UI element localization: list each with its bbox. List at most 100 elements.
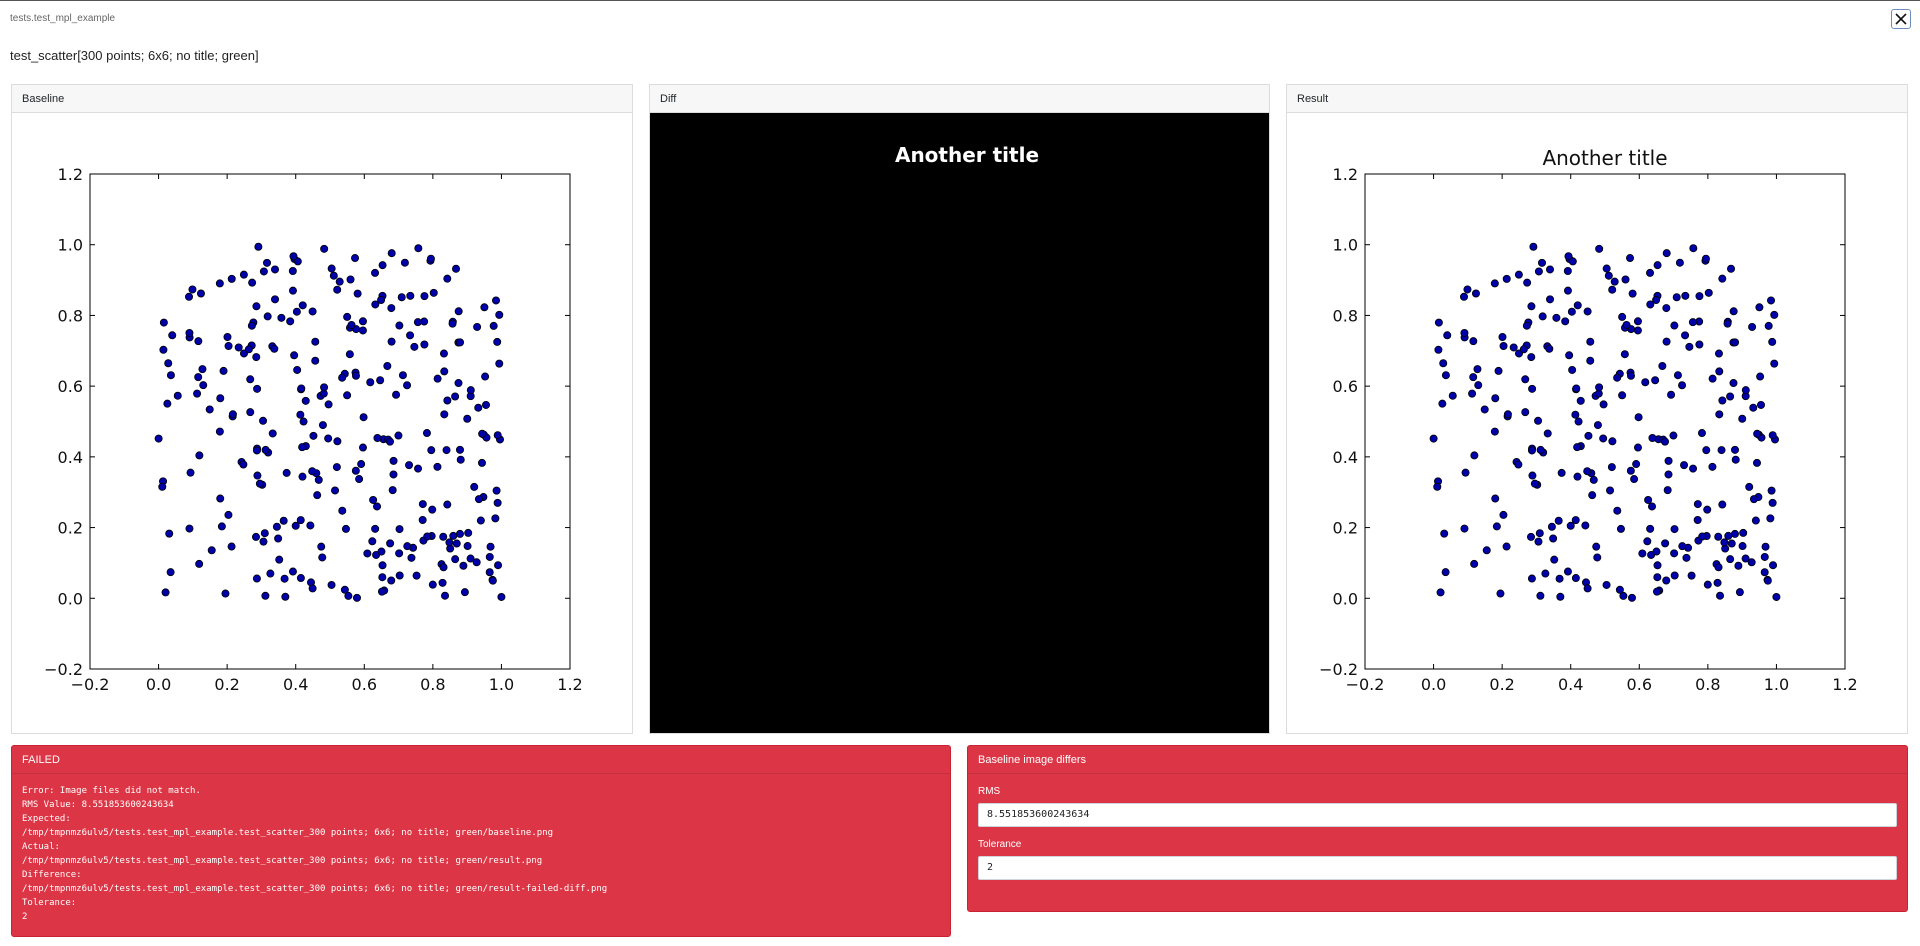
scatter-point [1557,468,1566,477]
scatter-point [1538,312,1547,321]
diff-title: Another title [895,143,1039,167]
scatter-point [261,591,270,600]
scatter-point [1661,437,1670,446]
scatter-point [185,524,194,533]
scatter-point [165,529,174,538]
diff-card: Diff Another title [649,84,1270,734]
scatter-point [1584,431,1593,440]
failed-log: Error: Image files did not match. RMS Val… [12,774,950,934]
scatter-point [466,554,475,563]
scatter-point [1714,349,1723,358]
scatter-point [244,345,253,354]
scatter-point [1534,267,1543,276]
scatter-point [481,372,490,381]
scatter-point [1610,277,1619,286]
scatter-point [299,417,308,426]
scatter-point [1670,525,1679,534]
y-tick-label: −0.2 [1319,660,1358,679]
scatter-point [463,542,472,551]
scatter-point [1641,378,1650,387]
scatter-point [1480,405,1489,414]
scatter-point [1695,292,1704,301]
scatter-point [1521,375,1530,384]
tolerance-field[interactable]: 2 [978,856,1897,880]
log-line: RMS Value: 8.551853600243634 [22,800,174,810]
scatter-point [1670,321,1679,330]
scatter-point [277,313,286,322]
scatter-point [185,328,194,337]
scatter-point [1664,470,1673,479]
log-line: /tmp/tmpnmz6ulv5/tests.test_mpl_example.… [22,828,554,838]
x-tick-label: 0.6 [1627,675,1652,694]
scatter-point [1491,494,1500,503]
scatter-point [373,434,382,443]
scatter-point [1549,534,1558,543]
x-tick-label: 0.4 [283,675,308,694]
scatter-point [246,408,255,417]
scatter-point [215,427,224,436]
y-tick-label: 0.0 [1333,589,1358,608]
scatter-point [358,326,367,335]
scatter-point [1723,319,1732,328]
scatter-point [443,500,452,509]
tolerance-label: Tolerance [978,839,1022,850]
x-tick-label: 0.2 [214,675,239,694]
scatter-point [1583,467,1592,476]
scatter-point [377,547,386,556]
scatter-point [239,270,248,279]
scatter-point [318,553,327,562]
scatter-point [279,516,288,525]
scatter-point [1568,365,1577,374]
scatter-point [406,291,415,300]
scatter-point [1522,321,1531,330]
scatter-point [1646,268,1655,277]
scatter-point [311,356,320,365]
scatter-point [1523,278,1532,287]
scatter-point [1768,431,1777,440]
scatter-point [1767,296,1776,305]
scatter-point [1470,559,1479,568]
scatter-point [1633,317,1642,326]
scatter-point [1561,317,1570,326]
scatter-point [420,292,429,301]
scatter-point [1563,286,1572,295]
scatter-point [247,321,256,330]
scatter-point [1731,338,1740,347]
scatter-point [1695,340,1704,349]
scatter-point [353,289,362,298]
scatter-point [1546,295,1555,304]
scatter-point [1502,542,1511,551]
scatter-point [491,514,500,523]
scatter-point [493,498,502,507]
scatter-point [1573,301,1582,310]
scatter-point [1622,320,1631,329]
scatter-point [1704,288,1713,297]
scatter-point [320,244,329,253]
x-tick-label: −0.2 [1346,675,1385,694]
scatter-point [251,532,260,541]
scatter-point [474,403,483,412]
scatter-point [224,342,233,351]
close-button[interactable] [1891,9,1911,29]
scatter-point [280,574,289,583]
scatter-point [420,340,429,349]
scatter-point [255,479,264,488]
scatter-point [1608,437,1617,446]
scatter-point [1718,500,1727,509]
scatter-point [1429,434,1438,443]
rms-field[interactable]: 8.551853600243634 [978,803,1897,827]
result-chart: Another title −0.2 0.0 0.2 0.4 0.6 0.8 1.0 1.2 1.… [1319,146,1858,694]
scatter-point [418,500,427,509]
scatter-point [1530,479,1539,488]
scatter-point [296,410,305,419]
scatter-point [1526,532,1535,541]
scatter-point [1630,475,1639,484]
scatter-point [456,455,465,464]
x-tick-label: 1.2 [1832,675,1857,694]
scatter-point [332,463,341,472]
scatter-point [331,486,340,495]
scatter-point [263,312,272,321]
scatter-point [1713,578,1722,587]
scatter-point [270,344,279,353]
scatter-point [1440,529,1449,538]
